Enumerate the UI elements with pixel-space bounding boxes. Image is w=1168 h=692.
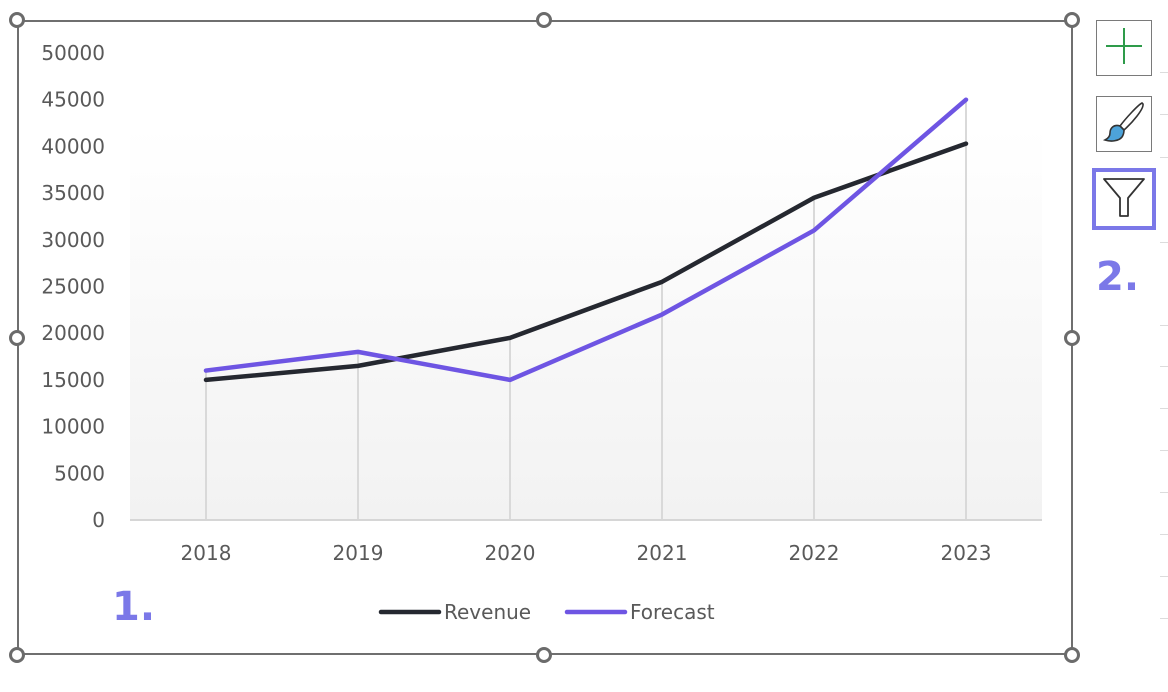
y-tick-label: 45000 <box>41 88 105 112</box>
y-tick-label: 10000 <box>41 415 105 439</box>
chart-frame[interactable]: 0 5000 10000 15000 20000 25000 30000 35000 40000… <box>17 20 1073 655</box>
sheet-gridline <box>1160 157 1168 158</box>
step-2-label: 2. <box>1096 254 1140 300</box>
series-line-revenue[interactable] <box>203 141 969 383</box>
paintbrush-icon <box>1102 100 1146 148</box>
sheet-gridline <box>1160 576 1168 577</box>
step-1-label: 1. <box>112 584 156 630</box>
sheet-gridline <box>1160 450 1168 451</box>
legend-label-forecast: Forecast <box>630 600 715 624</box>
resize-handle-right[interactable] <box>1064 330 1080 346</box>
y-tick-label: 50000 <box>41 41 105 65</box>
y-tick-label: 5000 <box>54 461 105 485</box>
x-tick-label: 2020 <box>485 541 536 565</box>
sheet-gridline <box>1160 618 1168 619</box>
resize-handle-bottom[interactable] <box>536 647 552 663</box>
sheet-gridline <box>1160 408 1168 409</box>
sheet-gridline <box>1160 492 1168 493</box>
sheet-gridline <box>1160 72 1168 73</box>
x-tick-label: 2018 <box>181 541 232 565</box>
y-tick-label: 30000 <box>41 228 105 252</box>
plot-area <box>130 127 1042 520</box>
resize-handle-bottom-right[interactable] <box>1064 647 1080 663</box>
resize-handle-top-right[interactable] <box>1064 12 1080 28</box>
x-tick-label: 2022 <box>789 541 840 565</box>
legend-label-revenue: Revenue <box>444 600 531 624</box>
chart-styles-button[interactable] <box>1096 96 1152 152</box>
y-tick-label: 25000 <box>41 275 105 299</box>
chart-filters-button[interactable] <box>1092 168 1156 230</box>
x-tick-label: 2019 <box>333 541 384 565</box>
y-tick-label: 0 <box>92 508 105 532</box>
sheet-gridline <box>1160 534 1168 535</box>
x-tick-label: 2021 <box>637 541 688 565</box>
y-tick-label: 15000 <box>41 368 105 392</box>
series-line-forecast[interactable] <box>203 97 969 383</box>
funnel-icon <box>1101 174 1147 224</box>
chart-elements-button[interactable] <box>1096 20 1152 76</box>
y-tick-label: 35000 <box>41 181 105 205</box>
resize-handle-top-left[interactable] <box>9 12 25 28</box>
resize-handle-left[interactable] <box>9 330 25 346</box>
sheet-gridline <box>1160 366 1168 367</box>
resize-handle-bottom-left[interactable] <box>9 647 25 663</box>
resize-handle-top[interactable] <box>536 12 552 28</box>
y-tick-label: 20000 <box>41 321 105 345</box>
plus-icon <box>1104 26 1144 70</box>
sheet-gridline <box>1160 114 1168 115</box>
line-chart: 0 5000 10000 15000 20000 25000 30000 35000 40000… <box>41 41 1042 624</box>
y-tick-label: 40000 <box>41 134 105 158</box>
x-tick-label: 2023 <box>941 541 992 565</box>
sheet-gridline <box>1160 325 1168 326</box>
sheet-gridline <box>1160 242 1168 243</box>
